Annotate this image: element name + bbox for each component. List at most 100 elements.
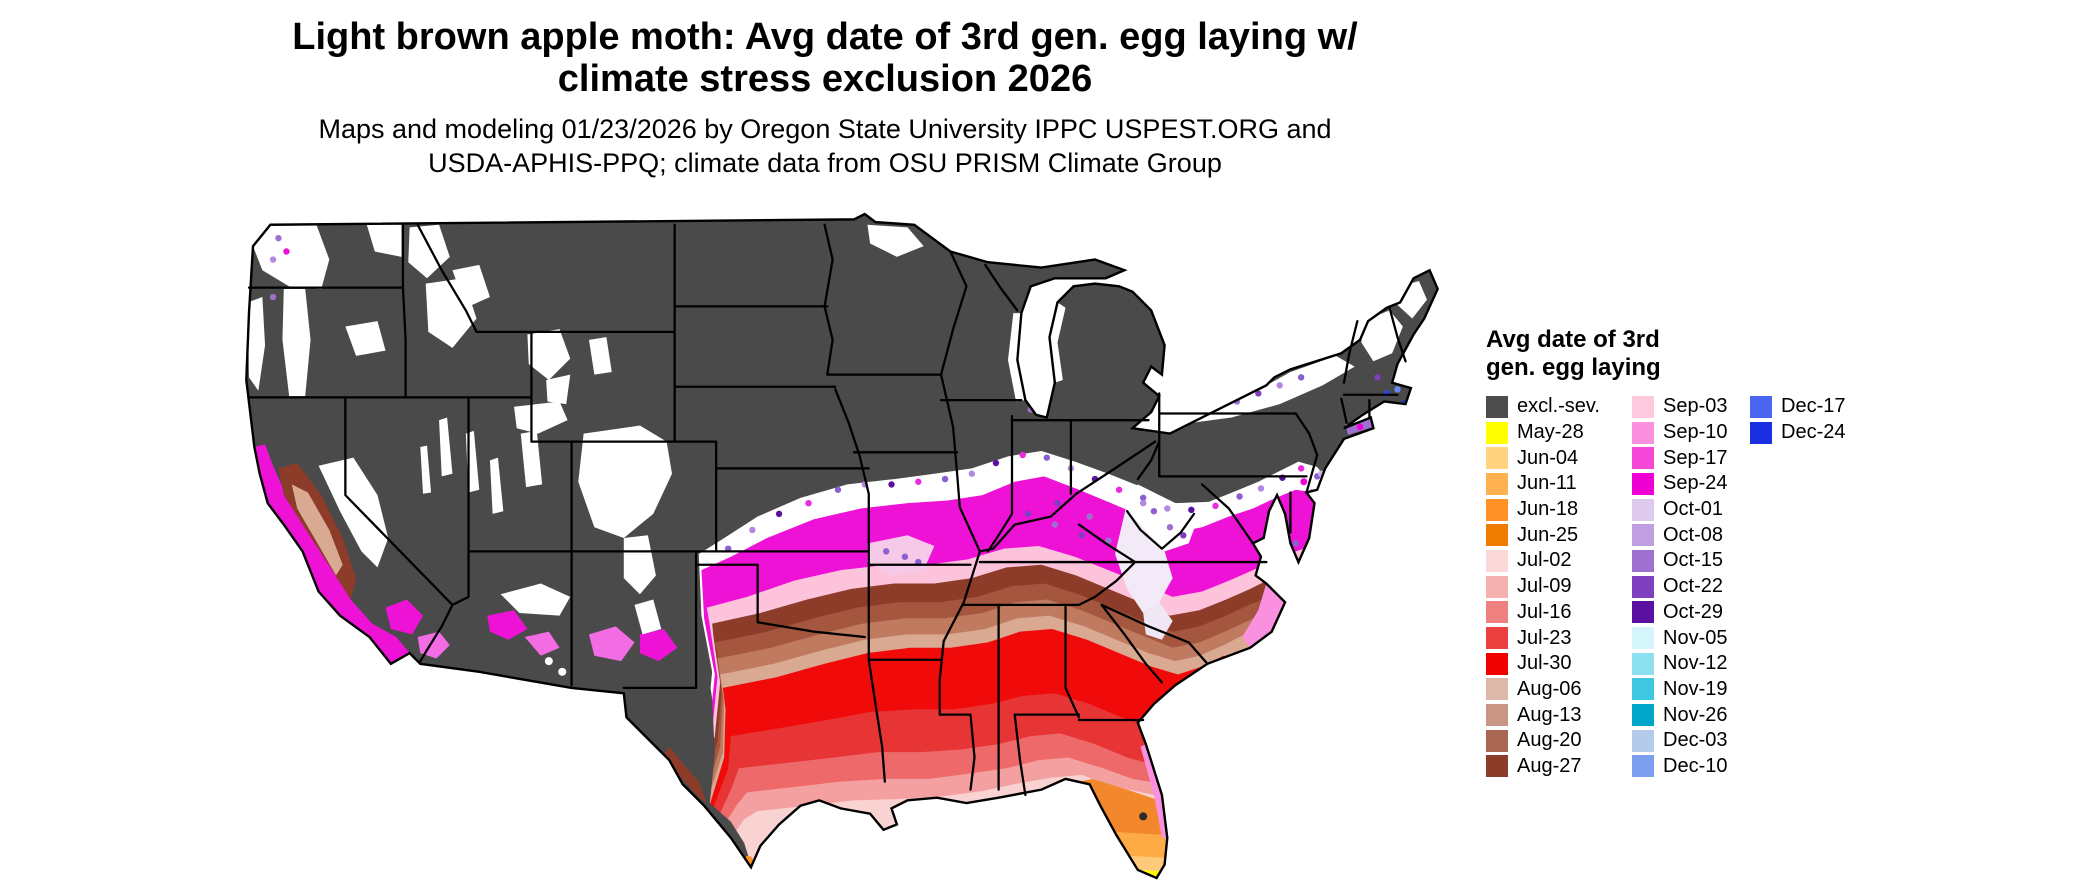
region-oregon-cascades <box>282 288 311 397</box>
legend-label: Nov-26 <box>1663 703 1728 726</box>
legend-swatch <box>1486 447 1508 470</box>
legend-item: Nov-12 <box>1632 651 1750 677</box>
legend-label: May-28 <box>1517 421 1584 444</box>
legend-item: Jul-23 <box>1486 625 1632 651</box>
legend-item: Nov-19 <box>1632 677 1750 703</box>
legend-swatch <box>1486 627 1508 650</box>
legend-label: Dec-24 <box>1781 421 1846 444</box>
region-nm-magenta <box>639 629 678 662</box>
legend-label: Jul-30 <box>1517 652 1572 675</box>
legend-item: Dec-10 <box>1632 754 1750 780</box>
legend-label: Oct-22 <box>1663 575 1724 598</box>
legend-label: Sep-10 <box>1663 421 1728 444</box>
legend-swatch <box>1486 421 1508 444</box>
legend-swatch <box>1632 627 1654 650</box>
legend-swatch <box>1486 678 1508 701</box>
legend-label: Jul-16 <box>1517 600 1572 623</box>
legend-swatch <box>1486 601 1508 624</box>
legend-item: Jul-16 <box>1486 600 1632 626</box>
page-title: Light brown apple moth: Avg date of 3rd … <box>150 16 1500 100</box>
page-subtitle: Maps and modeling 01/23/2026 by Oregon S… <box>150 112 1500 180</box>
legend-label: Nov-19 <box>1663 677 1728 700</box>
legend-item: Jul-02 <box>1486 548 1632 574</box>
region-az-skyisland1 <box>544 657 553 666</box>
legend-item: Jun-11 <box>1486 471 1632 497</box>
legend-label: Sep-24 <box>1663 472 1728 495</box>
legend-swatch <box>1486 498 1508 521</box>
region-utah-plateau-white <box>520 430 543 488</box>
legend-label: Jun-25 <box>1517 523 1579 546</box>
legend-swatch <box>1750 421 1772 444</box>
legend-label: Oct-08 <box>1663 523 1724 546</box>
legend-swatch <box>1486 704 1508 727</box>
legend-label: Jul-02 <box>1517 549 1572 572</box>
region-windriver-white <box>546 374 571 405</box>
legend-item: Dec-17 <box>1750 394 1845 420</box>
legend-swatch <box>1632 755 1654 778</box>
region-coastal-carolina-pink <box>1242 583 1286 648</box>
region-new-england-white <box>1361 310 1403 362</box>
region-nevada-range1 <box>439 417 453 477</box>
region-ne-washington-white <box>366 224 402 257</box>
region-oregon-coast-range <box>247 297 266 391</box>
legend-item: Jun-18 <box>1486 497 1632 523</box>
us-map <box>238 206 1450 887</box>
legend-item: Aug-27 <box>1486 754 1632 780</box>
region-mojave-magenta1 <box>385 599 424 635</box>
legend-item: Sep-03 <box>1632 394 1750 420</box>
legend-title: Avg date of 3rd gen. egg laying <box>1486 326 1845 382</box>
legend-label: Aug-20 <box>1517 729 1582 752</box>
legend-swatch <box>1632 704 1654 727</box>
map-header: Light brown apple moth: Avg date of 3rd … <box>150 16 1500 180</box>
legend-swatch <box>1486 524 1508 547</box>
legend-item: Oct-22 <box>1632 574 1750 600</box>
subtitle-line-1: Maps and modeling 01/23/2026 by Oregon S… <box>318 114 1332 144</box>
legend-label: Dec-17 <box>1781 395 1846 418</box>
region-mogollon-white <box>500 583 571 616</box>
legend-label: Jun-18 <box>1517 498 1579 521</box>
legend-label: Jul-23 <box>1517 626 1572 649</box>
legend-title-line-1: Avg date of 3rd <box>1486 326 1660 353</box>
legend-item: Dec-03 <box>1632 728 1750 754</box>
region-bighorn-white <box>588 337 612 375</box>
legend-item: Dec-24 <box>1750 420 1845 446</box>
legend-label: Nov-12 <box>1663 652 1728 675</box>
legend-column-2: Sep-03 Sep-10 Sep-17 Sep-24 Oct-01 Oct-08 Oct-… <box>1632 394 1750 779</box>
legend-item: Sep-24 <box>1632 471 1750 497</box>
legend-swatch <box>1632 498 1654 521</box>
region-west-washington-white <box>253 223 330 289</box>
legend-swatch <box>1632 549 1654 572</box>
region-uinta-white <box>514 401 568 434</box>
legend-swatch <box>1750 395 1772 418</box>
region-az-skyisland2 <box>558 667 567 676</box>
region-california-coast-magenta <box>254 444 410 664</box>
region-minnesota-white <box>867 224 924 257</box>
legend-label: Nov-05 <box>1663 626 1728 649</box>
legend-item: Oct-01 <box>1632 497 1750 523</box>
legend-label: Jul-09 <box>1517 575 1572 598</box>
region-central-valley-tan <box>291 484 343 576</box>
legend-item: Jun-25 <box>1486 522 1632 548</box>
legend-label: Jun-11 <box>1517 472 1577 495</box>
region-nm-pink <box>588 626 635 662</box>
legend-column-1: excl.-sev. May-28 Jun-04 Jun-11 Jun-18 Jun-25… <box>1486 394 1632 779</box>
legend-item: Sep-17 <box>1632 445 1750 471</box>
region-nevada-range4 <box>420 445 432 494</box>
legend-swatch <box>1632 395 1654 418</box>
region-montana-west-white2 <box>452 264 490 308</box>
legend-item: Aug-20 <box>1486 728 1632 754</box>
legend-swatch <box>1632 524 1654 547</box>
legend: Avg date of 3rd gen. egg laying excl.-se… <box>1486 326 1845 779</box>
region-appalachians-white <box>1115 508 1173 613</box>
legend-swatch <box>1632 575 1654 598</box>
region-yellowstone-white <box>527 329 571 381</box>
legend-item: Aug-06 <box>1486 677 1632 703</box>
legend-item: May-28 <box>1486 420 1632 446</box>
legend-label: Aug-27 <box>1517 754 1582 777</box>
region-arizona-magenta1 <box>487 610 528 640</box>
legend-item: Aug-13 <box>1486 702 1632 728</box>
subtitle-line-2: USDA-APHIS-PPQ; climate data from OSU PR… <box>428 148 1222 178</box>
legend-label: Aug-13 <box>1517 703 1582 726</box>
legend-label: Sep-17 <box>1663 446 1728 469</box>
us-map-svg <box>245 212 1439 880</box>
